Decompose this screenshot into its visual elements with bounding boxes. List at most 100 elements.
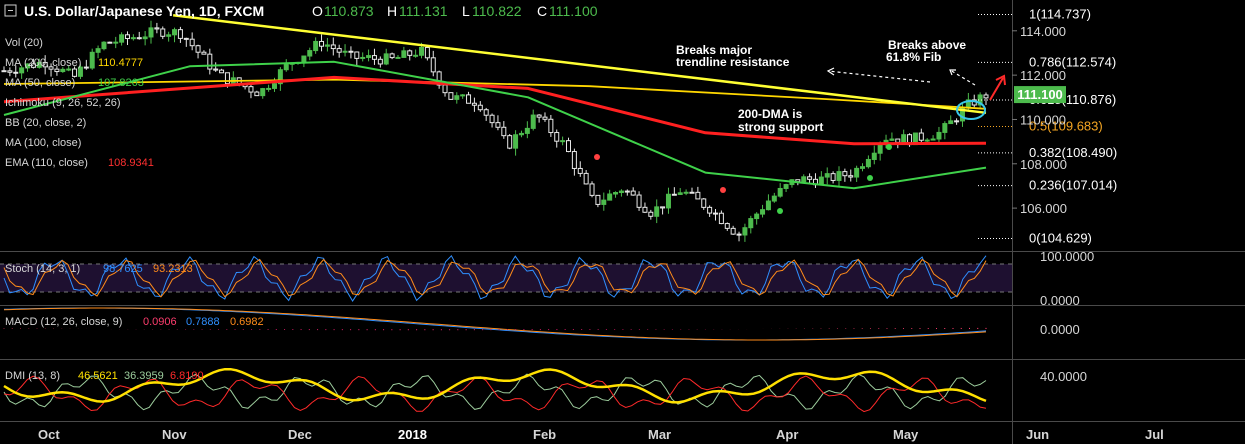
time-label: Mar <box>648 427 671 442</box>
ma50-line <box>3 60 987 190</box>
last-price-box <box>1014 86 1066 104</box>
dmi-adx-value: 46.5621 <box>78 370 118 382</box>
candle <box>1 70 7 73</box>
candle <box>377 58 383 65</box>
candle <box>336 48 342 53</box>
candle <box>871 152 877 160</box>
dmi-minus-line <box>3 375 987 413</box>
candle <box>518 132 524 136</box>
candle <box>513 134 519 149</box>
candle <box>601 199 607 205</box>
candle <box>783 184 789 189</box>
candle <box>77 66 83 77</box>
candle <box>107 41 113 44</box>
candle <box>454 95 460 100</box>
candle <box>830 173 836 181</box>
candle <box>189 38 195 47</box>
price-axis[interactable]: 114.000 112.000 110.000 108.000 106.000 <box>1012 24 1067 216</box>
candle <box>477 104 483 111</box>
candle <box>489 114 495 124</box>
candle <box>301 55 307 63</box>
candle <box>201 51 207 55</box>
candle <box>577 167 583 174</box>
price-tick-label: 106.000 <box>1020 201 1067 216</box>
stoch-band <box>0 264 1012 292</box>
fib-level-label: 0.786(112.574) <box>1029 54 1116 69</box>
candle <box>471 102 477 106</box>
candle <box>618 190 624 194</box>
candle <box>665 193 671 209</box>
time-label: Nov <box>162 427 187 442</box>
fib-level-label: 0.382(108.490) <box>1029 145 1117 160</box>
candle <box>718 212 724 225</box>
main-pane[interactable] <box>0 0 1012 250</box>
candle <box>671 193 677 196</box>
candle <box>313 40 319 52</box>
candle <box>695 191 701 200</box>
candle <box>836 171 842 181</box>
stoch-tick-0: 0.0000 <box>1040 293 1080 308</box>
candle <box>765 200 771 211</box>
candle <box>142 36 148 40</box>
candle <box>30 63 36 68</box>
candle <box>483 109 489 116</box>
stoch-legend: Stoch (14, 3, 1) 98.7625 93.2313 <box>5 263 193 275</box>
stoch-k-value: 98.7625 <box>103 263 143 275</box>
candle <box>101 41 107 50</box>
candle <box>348 50 354 53</box>
ohlc-value: 110.822 <box>472 3 522 19</box>
candle <box>542 116 548 120</box>
ohlc-key: C <box>537 3 547 19</box>
candle <box>136 37 142 40</box>
indicator-label: MA (100, close) <box>5 137 81 149</box>
ohlc-value: 111.100 <box>549 3 598 19</box>
annotation-arrows <box>826 67 1006 120</box>
collapse-icon[interactable] <box>4 4 17 17</box>
candle <box>660 206 666 209</box>
time-axis[interactable]: Oct Nov Dec 2018 Feb Mar Apr May Jun Jul <box>38 427 1164 442</box>
dmi-plus-value: 36.3959 <box>124 370 164 382</box>
candle <box>442 84 448 94</box>
candle <box>60 68 66 73</box>
candle <box>383 53 389 65</box>
candle <box>25 63 31 69</box>
candle <box>254 91 260 97</box>
candle <box>207 53 213 70</box>
candle <box>818 176 824 186</box>
resistance-trendline <box>173 14 987 115</box>
dmi-minus-value: 6.8190 <box>170 370 204 382</box>
candle <box>224 72 230 85</box>
candle <box>130 37 136 40</box>
time-label: Feb <box>533 427 556 442</box>
dashed-arrow-fib <box>949 69 976 86</box>
candle <box>760 209 766 215</box>
candle <box>13 71 19 74</box>
annotation-fib-line2: 61.8% Fib <box>886 50 941 64</box>
candle <box>72 68 78 77</box>
candle <box>589 183 595 196</box>
dashed-arrow-trendline <box>827 70 931 83</box>
candle <box>560 140 566 143</box>
candle <box>460 94 466 97</box>
stoch-guides <box>0 263 1012 293</box>
candle <box>824 173 830 178</box>
candle <box>307 50 313 57</box>
candle <box>548 118 554 134</box>
candle <box>536 114 542 118</box>
dashed-arrow-fib-head <box>949 69 956 76</box>
signal-dot-red <box>720 187 726 193</box>
last-price-value: 111.100 <box>1017 87 1063 102</box>
candle <box>901 134 907 143</box>
ohlc-value: 110.873 <box>324 3 374 19</box>
candle <box>466 94 472 104</box>
macd-value: 0.7888 <box>186 316 220 328</box>
candle <box>701 198 707 208</box>
breakout-highlight-circle <box>956 100 986 120</box>
candle <box>48 66 54 70</box>
candle <box>319 40 325 47</box>
annotation-fib-line1: Breaks above <box>888 38 966 52</box>
candle <box>683 191 689 194</box>
candle <box>754 213 760 220</box>
